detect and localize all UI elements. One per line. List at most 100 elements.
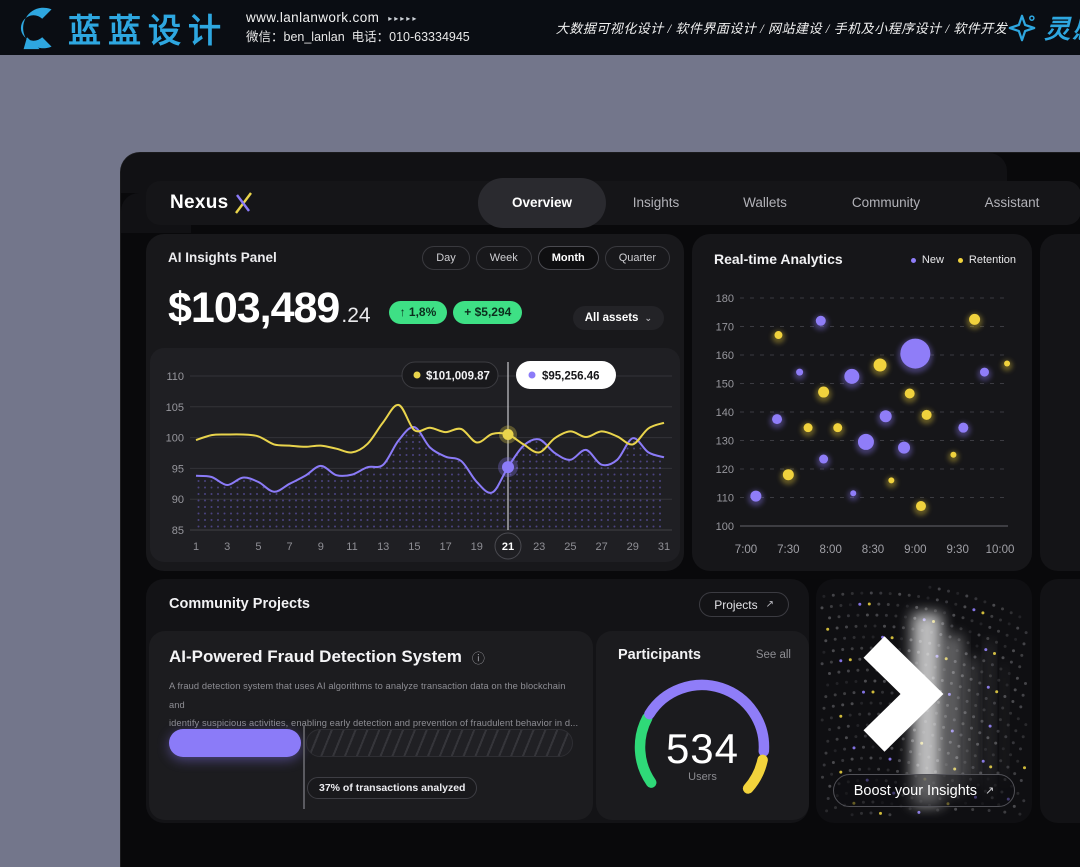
participants-title: Participants: [618, 647, 701, 663]
svg-text:8:00: 8:00: [819, 544, 841, 556]
participants-card: Participants See all 534 Users: [596, 631, 809, 820]
nexus-logo: Nexus: [170, 192, 254, 214]
svg-text:150: 150: [716, 379, 734, 391]
top-nav: Nexus Overview Insights Wallets Communit…: [146, 178, 1080, 228]
legend: New Retention: [910, 254, 1016, 266]
svg-text:9:30: 9:30: [946, 544, 968, 556]
wechat-id: 微信：ben_lanlan: [246, 30, 345, 45]
banner-contact: www.lanlanwork.com ▸▸▸▸▸ 微信：ben_lanlan 电话…: [246, 8, 470, 47]
participants-gauge: [634, 679, 770, 794]
svg-text:110: 110: [166, 371, 184, 383]
balance-row: $103,489 .24 ↑ 1,8% + $5,294: [168, 284, 523, 333]
boost-insights-button[interactable]: Boost your Insights ↗: [833, 774, 1015, 807]
lanlan-logo-icon: [20, 7, 52, 49]
svg-text:120: 120: [716, 464, 734, 476]
svg-text:$95,256.46: $95,256.46: [542, 371, 600, 383]
svg-text:7: 7: [287, 541, 293, 553]
svg-text:90: 90: [172, 494, 184, 506]
svg-text:17: 17: [439, 541, 451, 553]
see-all-link[interactable]: See all: [755, 649, 791, 661]
section-title: Community Projects: [169, 596, 310, 612]
svg-text:15: 15: [408, 541, 420, 553]
legend-retention[interactable]: Retention: [957, 254, 1016, 266]
svg-text:100: 100: [166, 433, 184, 445]
svg-text:23: 23: [533, 541, 545, 553]
svg-text:140: 140: [716, 407, 734, 419]
brand-name: 蓝蓝设计: [68, 11, 228, 49]
svg-text:5: 5: [255, 541, 261, 553]
svg-text:8:30: 8:30: [862, 544, 884, 556]
change-percent-badge: ↑ 1,8%: [388, 300, 448, 324]
card-partial-right-bottom: [1040, 579, 1080, 823]
range-day[interactable]: Day: [422, 246, 470, 270]
line-chart-container: 110 105 100 95 90 85 1 3 5 7 9 11 13 15 17 19 21 23 25 27 29…: [150, 348, 680, 562]
svg-text:21: 21: [502, 541, 514, 553]
svg-text:9:00: 9:00: [904, 544, 926, 556]
svg-text:29: 29: [627, 541, 639, 553]
panel-title: AI Insights Panel: [168, 250, 277, 265]
new-dot-icon: [910, 257, 916, 263]
svg-text:$101,009.87: $101,009.87: [426, 371, 490, 383]
progress-label: 37% of transactions analyzed: [307, 777, 478, 799]
svg-text:130: 130: [716, 436, 734, 448]
projects-button[interactable]: Projects ↗: [699, 592, 789, 617]
svg-text:10:00: 10:00: [986, 544, 1015, 556]
balance-amount: $103,489: [168, 284, 340, 332]
card-partial-right-top: [1040, 234, 1080, 571]
asset-filter-dropdown[interactable]: All assets ⌄: [572, 306, 664, 330]
project-description: A fraud detection system that uses AI al…: [169, 681, 579, 729]
range-month[interactable]: Month: [537, 246, 599, 270]
svg-text:19: 19: [471, 541, 483, 553]
sparkle-icon: [1008, 14, 1036, 41]
progress-bar-filled: [169, 729, 301, 757]
chevron-down-icon: ⌄: [644, 312, 652, 323]
arrow-up-right-icon: ↗: [985, 785, 995, 797]
nexus-logo-text: Nexus: [170, 192, 229, 213]
tab-insights[interactable]: Insights: [632, 195, 680, 210]
info-icon[interactable]: ⓘ: [471, 650, 485, 666]
participants-unit: Users: [688, 771, 717, 783]
range-selector: Day Week Month Quarter: [422, 246, 670, 270]
tab-overview[interactable]: Overview: [477, 178, 607, 228]
x-glyph-art: [863, 613, 1007, 805]
tab-wallets[interactable]: Wallets: [743, 195, 787, 210]
svg-text:3: 3: [224, 541, 230, 553]
tab-assistant[interactable]: Assistant: [984, 195, 1040, 210]
range-quarter[interactable]: Quarter: [604, 246, 670, 270]
website-url: www.lanlanwork.com: [246, 10, 380, 25]
svg-text:110: 110: [716, 493, 734, 505]
svg-text:85: 85: [172, 525, 184, 537]
svg-text:7:30: 7:30: [777, 544, 799, 556]
retention-dot-icon: [957, 257, 963, 263]
analytics-title: Real-time Analytics: [714, 251, 843, 267]
project-title: AI-Powered Fraud Detection System: [169, 647, 462, 666]
progress-bar-remaining: [306, 729, 573, 757]
svg-text:95: 95: [172, 463, 184, 475]
nexus-x-icon: [234, 192, 252, 214]
change-amount-badge: + $5,294: [453, 300, 523, 324]
community-projects-section: Community Projects Projects ↗ AI-Powered…: [146, 579, 809, 823]
fraud-detection-card: AI-Powered Fraud Detection System ⓘ A fr…: [149, 631, 593, 820]
svg-text:1: 1: [193, 541, 199, 553]
svg-text:11: 11: [346, 541, 357, 553]
svg-text:100: 100: [716, 521, 734, 533]
participants-count: 534: [665, 725, 740, 772]
range-week[interactable]: Week: [475, 246, 532, 270]
tab-community[interactable]: Community: [851, 195, 921, 210]
progress-connector-line: [303, 725, 305, 809]
phone-number: 电话：010-63334945: [351, 30, 470, 45]
svg-text:9: 9: [318, 541, 324, 553]
boost-insights-card: Boost your Insights ↗: [816, 579, 1032, 823]
svg-text:25: 25: [564, 541, 576, 553]
svg-text:170: 170: [716, 322, 734, 334]
svg-text:31: 31: [658, 541, 670, 553]
svg-text:27: 27: [595, 541, 607, 553]
collect-text: 灵感收集: [1044, 15, 1080, 44]
nexus-dashboard: Nexus Overview Insights Wallets Communit…: [120, 152, 1080, 867]
inspiration-collect: 灵感收集: [1007, 9, 1080, 46]
arrow-up-right-icon: ↗: [765, 599, 774, 610]
legend-new[interactable]: New: [910, 254, 944, 266]
services-list: 大数据可视化设计 / 软件界面设计 / 网站建设 / 手机及小程序设计 / 软件…: [555, 21, 1008, 36]
